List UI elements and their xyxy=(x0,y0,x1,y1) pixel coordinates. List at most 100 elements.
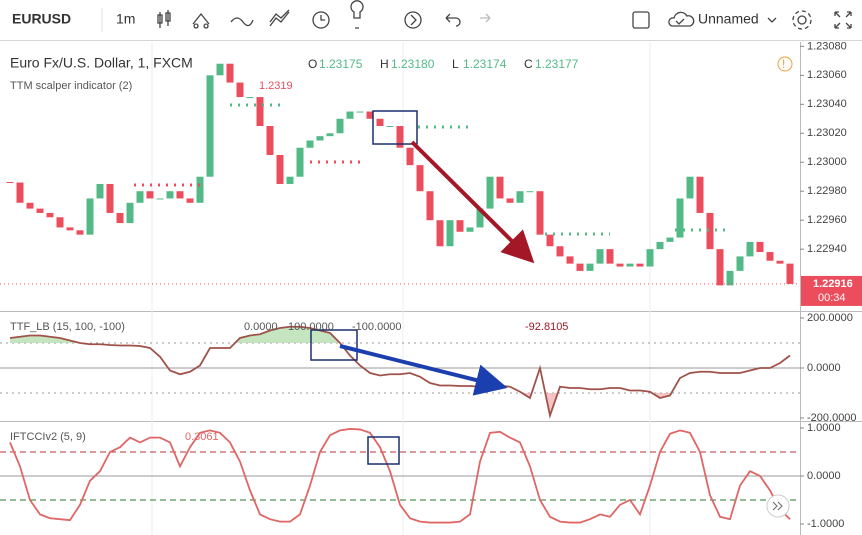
candle xyxy=(676,198,684,238)
candle xyxy=(266,126,274,155)
candle xyxy=(466,227,474,232)
scroll-icon xyxy=(772,501,783,511)
candle xyxy=(176,191,184,199)
candle xyxy=(386,126,394,128)
candle xyxy=(556,246,564,257)
candle xyxy=(706,212,714,250)
scalper-dots xyxy=(134,103,730,236)
symbol[interactable]: EURUSD xyxy=(12,11,71,27)
candle xyxy=(46,212,54,218)
layout-name[interactable]: Unnamed xyxy=(698,11,759,27)
candle xyxy=(246,97,254,99)
candle xyxy=(326,133,334,137)
toolbar-icons[interactable] xyxy=(157,0,852,30)
candle xyxy=(256,97,264,127)
interval[interactable]: 1m xyxy=(116,11,135,27)
y-tick-label: 0.0000 xyxy=(807,470,841,482)
candle xyxy=(756,241,764,253)
ohlc-value: 1.23177 xyxy=(535,57,579,71)
candle xyxy=(586,263,594,271)
annotation-box xyxy=(310,329,358,361)
oversold-area xyxy=(10,393,790,416)
candle xyxy=(686,176,694,199)
candle xyxy=(646,249,654,267)
candle xyxy=(36,208,44,213)
ohlc-value: 1.23175 xyxy=(319,57,363,71)
candle xyxy=(356,111,364,113)
price-axis: 1.23080 1.23060 1.23040 1.23020 1.23000 1.229… xyxy=(800,40,862,530)
candle xyxy=(436,220,444,247)
candle xyxy=(166,191,174,199)
candle xyxy=(226,63,234,83)
ohlc-key: O xyxy=(308,57,317,71)
ift-title: IFTCCIv2 (5, 9) xyxy=(10,431,86,443)
candle xyxy=(96,183,104,199)
candle xyxy=(426,191,434,221)
y-tick-label: 1.22940 xyxy=(807,243,847,255)
y-tick-label: 1.22980 xyxy=(807,185,847,197)
annotation-box xyxy=(367,436,400,465)
candle xyxy=(716,249,724,286)
candle xyxy=(766,252,774,261)
candle xyxy=(276,154,284,184)
candle xyxy=(76,230,84,235)
ohlc-value: 1.23174 xyxy=(463,57,507,71)
candle xyxy=(216,63,224,76)
candle xyxy=(496,176,504,199)
toolbar xyxy=(0,0,862,40)
annotation-arrow xyxy=(410,140,535,264)
candle xyxy=(286,176,294,184)
candle xyxy=(666,237,674,242)
ttf-input: 100.0000 xyxy=(288,321,334,333)
candle xyxy=(156,198,164,200)
warning-icon[interactable] xyxy=(777,56,793,72)
scroll-button[interactable] xyxy=(766,494,790,518)
candle xyxy=(376,118,384,127)
annotation-arrow xyxy=(339,344,508,396)
candle xyxy=(566,256,574,264)
candle xyxy=(536,191,544,235)
indicator-value: 1.2319 xyxy=(259,80,293,92)
candle xyxy=(116,212,124,224)
candle xyxy=(776,260,784,264)
candle xyxy=(526,191,534,193)
ohlc-key: C xyxy=(524,57,533,71)
main-title: Euro Fx/U.S. Dollar, 1, FXCM xyxy=(10,55,193,71)
marks xyxy=(0,63,800,524)
candle xyxy=(26,202,34,209)
indicator-line xyxy=(9,428,791,524)
y-tick-label: 1.23060 xyxy=(807,69,847,81)
warning-mark: ! xyxy=(782,57,785,71)
indicator-title: TTM scalper indicator (2) xyxy=(10,80,132,92)
y-tick-label: 1.22960 xyxy=(807,214,847,226)
ohlc-legend: O 1.23175 H 1.23180 L 1.23174 C 1.23177 xyxy=(308,57,579,71)
candle xyxy=(146,191,154,199)
y-tick-label: 0.0000 xyxy=(807,362,841,374)
v-grid xyxy=(151,42,651,535)
candle xyxy=(736,256,744,271)
candle xyxy=(696,176,704,213)
y-tick-label: -200.0000 xyxy=(807,412,857,424)
candle xyxy=(516,191,524,203)
ttf-title: TTF_LB (15, 100, -100) xyxy=(10,321,125,333)
candle xyxy=(306,140,314,148)
candle xyxy=(56,217,64,228)
candle xyxy=(346,111,354,119)
candle xyxy=(196,176,204,203)
candle xyxy=(626,263,634,267)
candle xyxy=(636,263,644,267)
overbought-area xyxy=(10,326,790,343)
y-tick-label: 1.0000 xyxy=(807,422,841,434)
candle xyxy=(66,227,74,231)
candle xyxy=(786,263,794,284)
candle xyxy=(726,270,734,286)
y-tick-label: 1.23040 xyxy=(807,98,847,110)
candle xyxy=(106,183,114,213)
ohlc-value: 1.23180 xyxy=(391,57,435,71)
candle xyxy=(486,176,494,209)
candle xyxy=(296,147,304,177)
indicator-line xyxy=(9,325,791,419)
annotation-box xyxy=(372,110,418,145)
